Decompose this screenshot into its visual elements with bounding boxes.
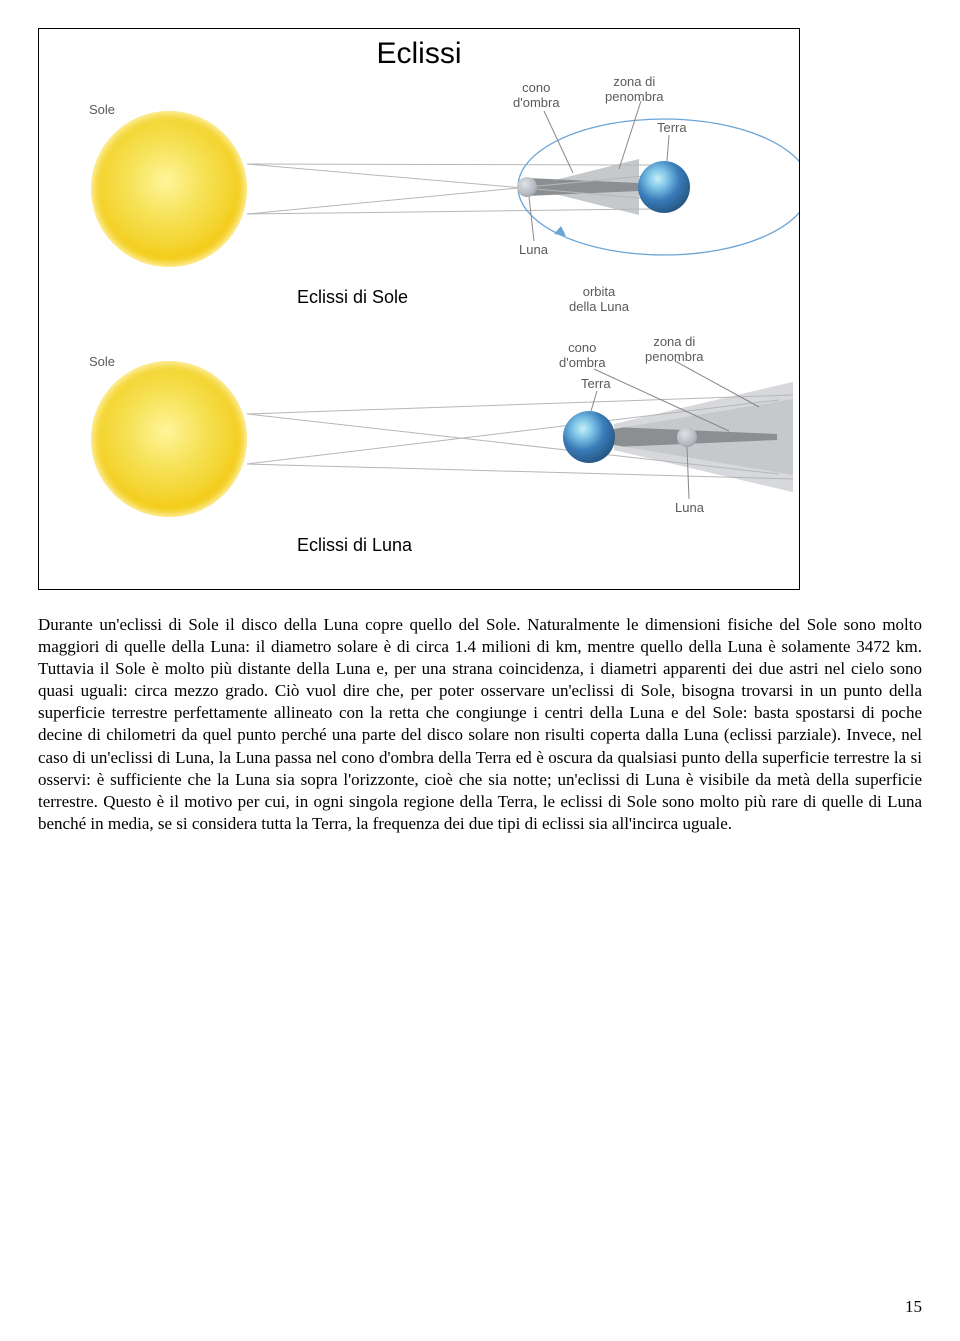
eclipse-diagram: Eclissi [38,28,800,590]
solar-luna-label: Luna [519,243,548,258]
lunar-earth [563,411,615,463]
lunar-type-label: Eclissi di Luna [297,535,412,556]
solar-type-label: Eclissi di Sole [297,287,408,308]
lunar-luna-label: Luna [675,501,704,516]
lunar-terra-label: Terra [581,377,611,392]
solar-terra-label: Terra [657,121,687,136]
solar-sun-label: Sole [89,103,115,118]
lunar-moon [677,427,697,447]
solar-moon [517,177,537,197]
solar-penombra-label: zona di penombra [605,75,664,105]
lunar-cono-label: cono d'ombra [559,341,606,371]
solar-sun [91,111,247,267]
solar-earth [638,161,690,213]
solar-cono-label: cono d'ombra [513,81,560,111]
page-number: 15 [905,1297,922,1317]
body-paragraph: Durante un'eclissi di Sole il disco dell… [38,614,922,835]
lunar-penombra-label: zona di penombra [645,335,704,365]
solar-orbita-label: orbita della Luna [569,285,629,315]
lunar-sun [91,361,247,517]
lunar-sun-label: Sole [89,355,115,370]
